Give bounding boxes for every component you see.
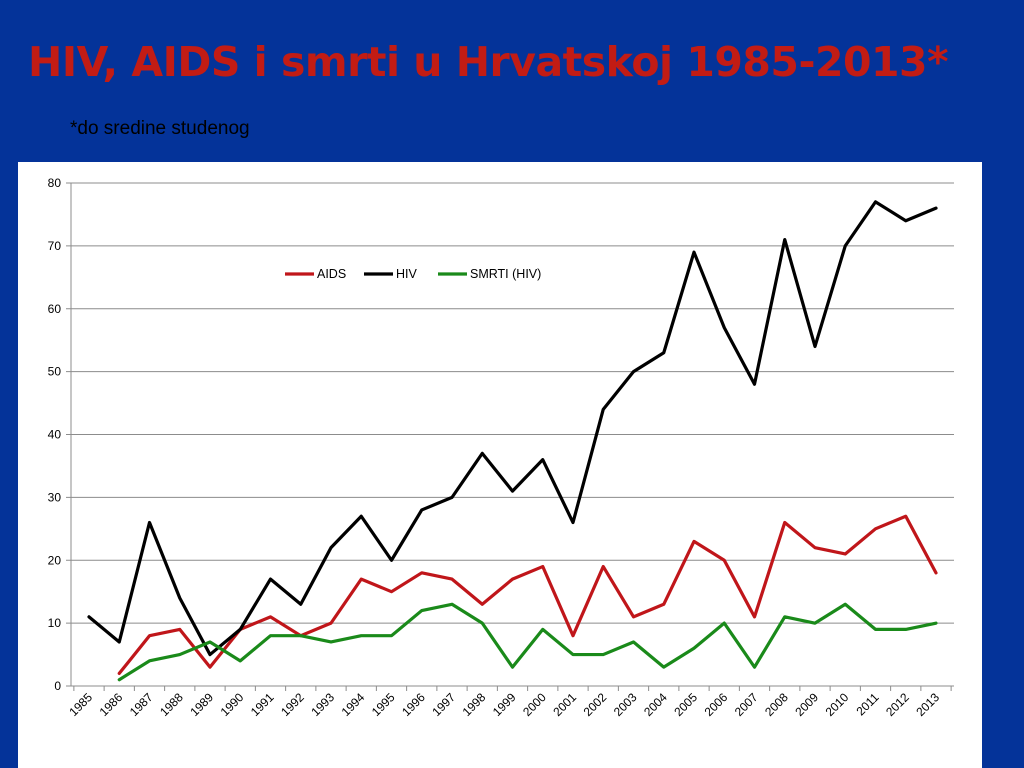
x-tick-label: 1992 — [278, 690, 307, 719]
y-tick-label: 10 — [48, 616, 62, 630]
series-line-smrti-hiv — [117, 602, 938, 682]
x-tick-label: 2006 — [702, 690, 731, 719]
x-tick-label: 1995 — [369, 690, 398, 719]
x-tick-label: 1999 — [490, 690, 519, 719]
y-tick-label: 80 — [48, 176, 62, 190]
x-tick-label: 2004 — [641, 690, 670, 719]
legend-label-aids: AIDS — [317, 267, 346, 281]
x-tick-label: 2013 — [913, 690, 942, 719]
x-tick-label: 2000 — [520, 690, 549, 719]
x-tick-label: 1986 — [97, 690, 126, 719]
x-tick-label: 1985 — [66, 690, 95, 719]
legend-label-smrti-hiv: SMRTI (HIV) — [470, 267, 541, 281]
x-tick-label: 2010 — [823, 690, 852, 719]
y-tick-label: 20 — [48, 553, 62, 567]
x-tick-label: 1994 — [339, 690, 368, 719]
y-tick-label: 30 — [48, 490, 62, 504]
series-lines — [87, 200, 938, 682]
x-tick-label: 1993 — [308, 690, 337, 719]
x-tick-label: 1991 — [248, 690, 277, 719]
y-tick-label: 50 — [48, 365, 62, 379]
x-tick-label: 2009 — [792, 690, 821, 719]
y-tick-label: 70 — [48, 239, 62, 253]
chart-legend: AIDS HIV SMRTI (HIV) — [285, 267, 541, 281]
axes — [66, 182, 954, 691]
x-tick-label: 2001 — [550, 690, 579, 719]
x-tick-label: 2012 — [883, 690, 912, 719]
x-tick-label: 1998 — [460, 690, 489, 719]
x-axis-tick-labels: 1985 1986 1987 1988 1989 1990 1991 1992 1993 1994… — [66, 690, 942, 719]
x-tick-label: 2005 — [671, 690, 700, 719]
y-tick-label: 60 — [48, 302, 62, 316]
gridlines — [71, 182, 954, 624]
x-tick-label: 2007 — [732, 690, 761, 719]
y-tick-label: 0 — [54, 679, 61, 693]
x-tick-label: 2008 — [762, 690, 791, 719]
series-line-aids — [117, 514, 938, 676]
x-tick-label: 2002 — [581, 690, 610, 719]
x-tick-label: 1989 — [187, 690, 216, 719]
chart-panel: 0 10 20 30 40 50 60 70 80 1985 1986 1987 1988 1989 19… — [18, 162, 982, 768]
slide-footnote: *do sredine studenog — [70, 118, 250, 139]
x-tick-label: 2003 — [611, 690, 640, 719]
x-tick-label: 1987 — [127, 690, 156, 719]
x-tick-label: 1996 — [399, 690, 428, 719]
x-tick-label: 1988 — [157, 690, 186, 719]
legend-label-hiv: HIV — [396, 267, 418, 281]
x-tick-label: 1997 — [429, 690, 458, 719]
y-tick-label: 40 — [48, 428, 62, 442]
y-axis-tick-labels: 0 10 20 30 40 50 60 70 80 — [48, 176, 62, 693]
series-line-hiv — [87, 200, 938, 657]
x-tick-label: 1990 — [218, 690, 247, 719]
slide-title: HIV, AIDS i smrti u Hrvatskoj 1985-2013* — [28, 38, 949, 86]
x-tick-label: 2011 — [853, 690, 881, 718]
